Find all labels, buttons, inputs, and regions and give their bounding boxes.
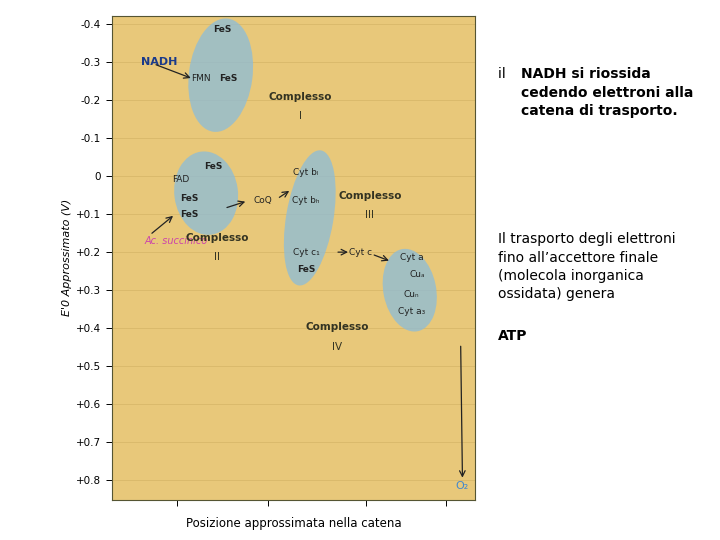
Text: Cyt a: Cyt a bbox=[400, 253, 423, 262]
Ellipse shape bbox=[174, 151, 238, 235]
Text: II: II bbox=[214, 252, 220, 262]
Text: Cyt bₕ: Cyt bₕ bbox=[292, 196, 320, 205]
Text: FeS: FeS bbox=[297, 265, 315, 274]
Text: il: il bbox=[498, 68, 510, 82]
Text: CoQ: CoQ bbox=[253, 196, 272, 205]
Text: Complesso: Complesso bbox=[185, 233, 249, 242]
Text: Complesso: Complesso bbox=[338, 191, 402, 201]
Text: O₂: O₂ bbox=[456, 481, 469, 491]
Text: FeS: FeS bbox=[181, 194, 199, 202]
Text: FeS: FeS bbox=[204, 162, 222, 171]
Text: III: III bbox=[365, 210, 374, 220]
Text: Il trasporto degli elettroni
fino all’accettore finale
(molecola inorganica
ossi: Il trasporto degli elettroni fino all’ac… bbox=[498, 232, 676, 301]
Text: Cuₐ: Cuₐ bbox=[409, 269, 425, 279]
Text: FMN: FMN bbox=[191, 75, 210, 84]
Text: FeS: FeS bbox=[181, 210, 199, 219]
Ellipse shape bbox=[188, 18, 253, 132]
Text: Ac. succinico: Ac. succinico bbox=[144, 236, 207, 246]
Text: FAD: FAD bbox=[172, 176, 189, 184]
Text: Complesso: Complesso bbox=[305, 322, 369, 332]
Text: I: I bbox=[300, 111, 302, 122]
Y-axis label: E'0 Approssimato (V): E'0 Approssimato (V) bbox=[62, 199, 72, 316]
Text: FeS: FeS bbox=[219, 75, 237, 84]
Ellipse shape bbox=[382, 249, 437, 332]
Text: NADH: NADH bbox=[140, 57, 177, 67]
Text: ATP: ATP bbox=[498, 329, 528, 343]
Text: Cyt bₗ: Cyt bₗ bbox=[294, 168, 319, 177]
Ellipse shape bbox=[284, 150, 336, 286]
Text: Complesso: Complesso bbox=[269, 92, 333, 102]
Text: Cyt a₃: Cyt a₃ bbox=[398, 307, 426, 315]
Text: IV: IV bbox=[332, 342, 342, 352]
Text: NADH si riossida
cedendo elettroni alla
catena di trasporto.: NADH si riossida cedendo elettroni alla … bbox=[521, 68, 693, 118]
Text: Cyt c: Cyt c bbox=[349, 248, 372, 256]
X-axis label: Posizione approssimata nella catena: Posizione approssimata nella catena bbox=[186, 517, 401, 530]
Text: Cyt c₁: Cyt c₁ bbox=[293, 248, 320, 256]
Text: Cuₙ: Cuₙ bbox=[404, 289, 419, 299]
Text: FeS: FeS bbox=[213, 25, 232, 34]
